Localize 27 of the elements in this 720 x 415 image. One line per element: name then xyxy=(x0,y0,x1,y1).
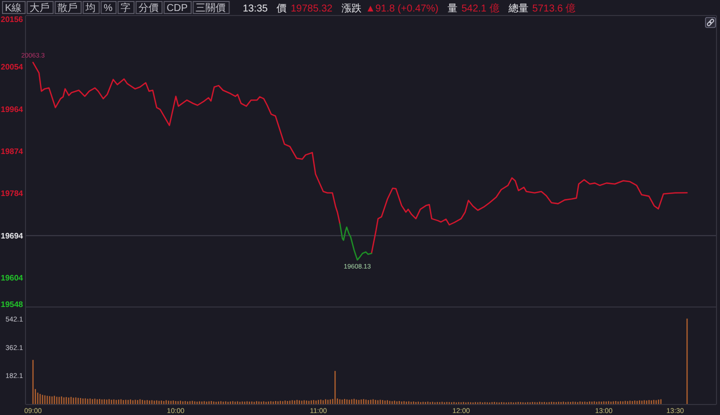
text: 量 xyxy=(447,4,458,14)
text: 漲跌 xyxy=(341,2,362,14)
text: 散戶 xyxy=(58,2,78,14)
text: % xyxy=(104,3,113,14)
y-tick-label: 19548 xyxy=(0,300,24,309)
text: 價 xyxy=(276,4,287,14)
text: 542.1 億 xyxy=(461,2,500,14)
text: 分價 xyxy=(138,2,159,14)
y-tick-label: 20054 xyxy=(0,62,24,72)
y-tick-label: 19874 xyxy=(0,146,24,156)
text: 19785.32 xyxy=(290,4,333,14)
line-series xyxy=(339,223,372,261)
text: 大戶 xyxy=(30,2,50,14)
text: K線 xyxy=(5,3,22,14)
y-tick-label: 19784 xyxy=(0,189,24,198)
text: 三關價 xyxy=(196,3,226,14)
text: 均 xyxy=(84,2,96,14)
text: ▲91.8 (+0.47%) xyxy=(365,4,438,14)
y-tick-label: 19964 xyxy=(0,104,24,114)
text: 13:35 xyxy=(242,4,268,14)
text: 字 xyxy=(120,2,131,14)
y-tick-label: 19604 xyxy=(0,274,24,283)
text: 5713.6 億 xyxy=(532,2,576,14)
text: 總量 xyxy=(507,2,528,14)
y-tick-label: 20156 xyxy=(0,14,24,24)
text: CDP xyxy=(166,3,188,14)
y-tick-label: 19694 xyxy=(0,231,24,240)
